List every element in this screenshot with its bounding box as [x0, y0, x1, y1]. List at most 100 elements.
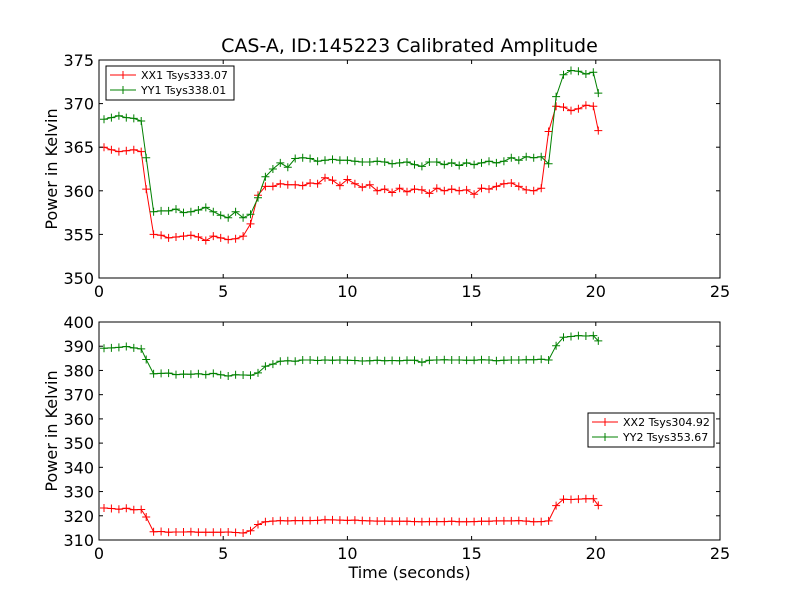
data-point — [507, 356, 516, 364]
data-point — [544, 127, 553, 136]
data-point — [373, 157, 382, 166]
data-point — [186, 207, 195, 216]
data-point — [261, 362, 270, 371]
data-point — [321, 356, 329, 364]
series-line-1-0 — [103, 498, 599, 534]
data-point — [246, 371, 255, 380]
data-point — [477, 158, 486, 167]
data-point — [492, 516, 501, 525]
data-point — [529, 153, 538, 162]
data-point — [388, 517, 397, 526]
data-point — [172, 370, 180, 379]
legend-swatch-marker — [601, 433, 609, 441]
data-point — [417, 185, 426, 194]
data-point — [499, 179, 508, 188]
data-point — [201, 236, 210, 245]
x-tick-label: 0 — [94, 282, 104, 301]
data-point — [157, 206, 166, 215]
data-point — [224, 372, 233, 380]
data-point — [395, 356, 404, 365]
x-axis-label: Time (seconds) — [347, 563, 470, 582]
series-line-1-1 — [103, 335, 599, 377]
data-point — [328, 176, 337, 185]
data-point — [485, 356, 493, 364]
data-point — [179, 208, 188, 217]
data-point — [395, 517, 404, 526]
data-point — [164, 206, 173, 215]
data-point — [574, 104, 583, 113]
data-point — [388, 159, 397, 168]
data-point — [137, 344, 146, 353]
data-point — [552, 102, 561, 111]
data-point — [313, 356, 322, 365]
data-point — [239, 371, 248, 379]
data-point — [462, 356, 471, 365]
data-point — [507, 516, 516, 525]
data-point — [321, 156, 329, 165]
data-point — [594, 89, 603, 98]
data-point — [403, 356, 411, 365]
data-point — [380, 356, 389, 365]
chart-title: CAS-A, ID:145223 Calibrated Amplitude — [221, 35, 598, 57]
y-tick-label: 400 — [63, 313, 94, 332]
data-point — [268, 517, 277, 526]
data-point — [306, 516, 315, 525]
data-point — [114, 147, 123, 156]
data-point — [432, 356, 441, 364]
data-point — [567, 106, 575, 115]
data-point — [209, 369, 218, 378]
data-point — [388, 188, 397, 197]
data-point — [477, 517, 486, 526]
data-point — [470, 356, 479, 365]
data-point — [216, 370, 225, 379]
data-point — [246, 219, 255, 228]
x-tick-label: 5 — [218, 544, 228, 563]
data-point — [581, 332, 590, 340]
y-axis-label: Power in Kelvin — [42, 370, 61, 491]
legend-box — [105, 65, 235, 101]
data-point — [157, 369, 166, 378]
data-point — [142, 355, 151, 364]
legend-entry-label: YY2 Tsys353.67 — [622, 431, 708, 444]
data-point — [129, 145, 138, 154]
data-point — [142, 513, 151, 521]
series-line-0-0 — [103, 104, 599, 242]
x-tick-label: 20 — [586, 544, 606, 563]
data-point — [335, 156, 344, 165]
data-point — [567, 332, 575, 341]
data-point — [122, 504, 131, 513]
data-point — [432, 184, 441, 193]
data-point — [268, 165, 277, 173]
data-point — [100, 115, 108, 124]
data-point — [268, 182, 277, 191]
x-tick-label: 5 — [218, 282, 228, 301]
data-point — [358, 357, 367, 365]
data-point — [335, 516, 344, 525]
data-point — [137, 147, 146, 156]
data-point — [164, 528, 173, 537]
legend: XX2 Tsys304.92 YY2 Tsys353.67 — [587, 412, 715, 448]
data-point — [216, 211, 225, 220]
data-point — [594, 501, 603, 510]
x-tick-label: 15 — [461, 544, 481, 563]
data-point — [224, 235, 233, 244]
y-tick-label: 350 — [63, 434, 94, 453]
data-point — [172, 528, 180, 536]
data-point — [179, 370, 188, 379]
data-point — [137, 117, 146, 125]
data-point — [328, 356, 337, 365]
data-point — [216, 233, 225, 242]
x-tick-label: 15 — [461, 282, 481, 301]
x-tick-label: 10 — [337, 282, 357, 301]
data-point — [224, 213, 233, 222]
data-point — [514, 182, 523, 191]
data-point — [194, 369, 203, 378]
data-point — [246, 210, 255, 219]
data-point — [231, 234, 240, 243]
data-point — [529, 517, 538, 526]
data-point — [194, 233, 203, 241]
data-point — [291, 154, 300, 163]
data-point — [589, 494, 598, 503]
data-point — [567, 66, 575, 75]
y-tick-label: 320 — [63, 507, 94, 526]
